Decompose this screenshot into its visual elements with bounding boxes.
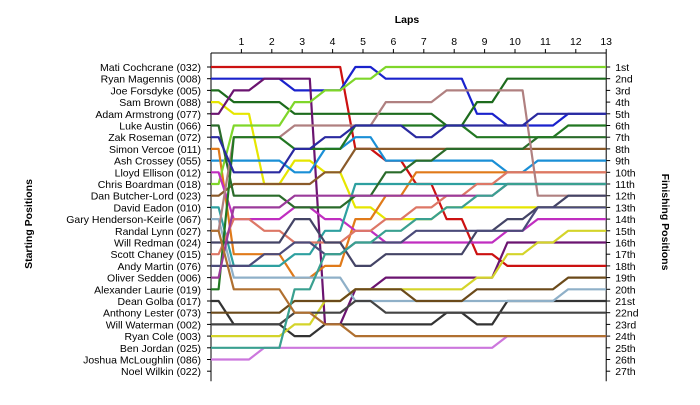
finishing-position-label: 24th	[615, 331, 636, 343]
starting-position-label: Oliver Sedden (006)	[107, 273, 201, 285]
finishing-position-label: 9th	[615, 156, 630, 168]
finishing-position-label: 22nd	[615, 308, 639, 320]
lap-tick-label: 10	[509, 36, 521, 48]
finishing-position-label: 7th	[615, 132, 630, 144]
starting-position-label: Scott Chaney (015)	[111, 249, 201, 261]
position-line-23	[211, 112, 607, 174]
starting-position-label: Simon Vercoe (011)	[109, 144, 201, 156]
position-line-27	[211, 229, 607, 338]
position-line-25	[211, 299, 607, 326]
finishing-positions-axis-title: Finishing Positions	[659, 174, 671, 271]
lap-tick-labels: 1 2 3 4 5 6 7 8 9 10 11 12 13	[238, 36, 612, 48]
finishing-position-label: 23rd	[615, 319, 636, 331]
starting-position-label: Gary Henderson-Keirle (067)	[66, 214, 201, 226]
starting-position-label: Dean Golba (017)	[118, 296, 201, 308]
finishing-position-label: 25th	[615, 343, 636, 355]
finishing-position-label: 6th	[615, 121, 630, 133]
position-line-6	[211, 136, 607, 174]
finishing-position-label: 16th	[615, 238, 636, 250]
lap-tick-label: 5	[360, 36, 366, 48]
finishing-position-labels: 1st2nd3rd4th5th6th7th8th9th10th11th12th1…	[615, 62, 639, 378]
starting-position-label: Luke Austin (066)	[119, 121, 201, 133]
finishing-position-label: 17th	[615, 249, 636, 261]
starting-position-label: Ash Crossey (055)	[114, 156, 201, 168]
position-line-5	[211, 77, 607, 326]
position-line-1	[211, 65, 607, 267]
starting-position-label: Noel Wilkin (022)	[121, 366, 201, 378]
starting-position-label: Dan Butcher-Lord (023)	[91, 191, 201, 203]
starting-position-label: Will Waterman (002)	[106, 319, 201, 331]
position-line-3	[211, 77, 607, 127]
starting-position-label: Ryan Cole (003)	[125, 331, 201, 343]
starting-position-label: Lloyd Ellison (012)	[115, 167, 201, 179]
starting-position-label: Chris Boardman (018)	[98, 179, 201, 191]
starting-position-label: Ben Jordan (025)	[120, 343, 201, 355]
finishing-position-label: 1st	[615, 62, 629, 74]
lap-tick-label: 3	[299, 36, 305, 48]
lap-tick-label: 9	[482, 36, 488, 48]
finishing-position-label: 21st	[615, 296, 635, 308]
position-line-24	[211, 276, 607, 314]
position-line-15	[211, 171, 607, 256]
lap-tick-label: 1	[238, 36, 244, 48]
starting-position-label: Ryan Magennis (008)	[101, 74, 201, 86]
finishing-position-label: 2nd	[615, 74, 633, 86]
starting-position-label: Alexander Laurie (019)	[94, 284, 201, 296]
lap-tick-label: 2	[269, 36, 275, 48]
position-line-7	[211, 299, 607, 338]
finishing-position-label: 10th	[615, 167, 636, 179]
starting-positions-axis-title: Starting Positions	[23, 179, 35, 269]
position-line-21	[211, 124, 607, 291]
lap-tick-label: 13	[600, 36, 612, 48]
finishing-position-label: 14th	[615, 214, 636, 226]
starting-position-label: Zak Roseman (072)	[108, 132, 201, 144]
starting-position-label: Adam Armstrong (077)	[95, 109, 201, 121]
laps-axis-title: Laps	[395, 14, 420, 26]
finishing-position-label: 26th	[615, 355, 636, 367]
finishing-position-label: 4th	[615, 97, 630, 109]
starting-position-label: Andy Martin (076)	[118, 261, 201, 273]
starting-position-label: Randal Lynn (027)	[115, 226, 201, 238]
starting-position-label: Mati Cochcrane (032)	[100, 62, 201, 74]
finishing-position-label: 27th	[615, 366, 636, 378]
finishing-position-label: 8th	[615, 144, 630, 156]
starting-position-labels: Mati Cochcrane (032)Ryan Magennis (008)J…	[66, 62, 201, 378]
starting-position-label: David Eadon (010)	[113, 202, 201, 214]
position-line-12	[211, 147, 607, 197]
lap-tick-label: 6	[390, 36, 396, 48]
finishing-position-label: 11th	[615, 179, 635, 191]
position-line-2	[211, 65, 607, 127]
lap-tick-label: 8	[451, 36, 457, 48]
position-line-19	[211, 229, 607, 338]
starting-position-label: Will Redman (024)	[114, 238, 201, 250]
finishing-position-label: 13th	[615, 202, 636, 214]
finishing-position-label: 19th	[615, 273, 636, 285]
finishing-position-label: 3rd	[615, 85, 630, 97]
lap-tick-label: 11	[540, 36, 551, 48]
position-line-10	[211, 171, 607, 244]
plot-frame	[207, 49, 611, 382]
finishing-position-label: 18th	[615, 261, 636, 273]
finishing-position-label: 12th	[615, 191, 636, 203]
position-line-11	[211, 218, 607, 303]
finishing-position-label: 5th	[615, 109, 630, 121]
starting-position-label: Sam Brown (088)	[119, 97, 201, 109]
lap-tick-label: 7	[421, 36, 427, 48]
lap-tick-label: 4	[330, 36, 336, 48]
position-line-26	[211, 182, 607, 349]
position-line-9	[211, 65, 607, 186]
starting-position-label: Anthony Lester (073)	[103, 308, 201, 320]
starting-position-label: Joshua McLoughlin (086)	[83, 355, 201, 367]
starting-position-label: Joe Forsdyke (005)	[111, 85, 201, 97]
lap-tick-label: 12	[570, 36, 582, 48]
position-lines	[211, 65, 607, 361]
finishing-position-label: 15th	[615, 226, 636, 238]
finishing-position-label: 20th	[615, 284, 636, 296]
position-line-18	[211, 206, 607, 267]
